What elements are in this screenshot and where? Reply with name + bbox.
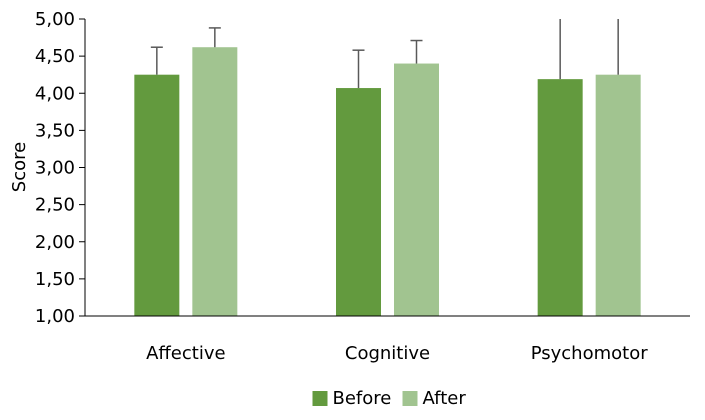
bar-after-cognitive bbox=[394, 63, 439, 316]
y-tick-label: 2,00 bbox=[35, 232, 75, 253]
legend-label-after: After bbox=[423, 388, 467, 409]
y-tick-label: 4,50 bbox=[35, 46, 75, 67]
x-tick-label: Cognitive bbox=[345, 343, 430, 364]
bar-before-cognitive bbox=[336, 88, 381, 317]
bar-before-affective bbox=[134, 74, 180, 316]
y-tick-label: 1,00 bbox=[35, 306, 75, 327]
legend: Before After bbox=[312, 388, 467, 409]
y-tick-label: 5,00 bbox=[35, 9, 75, 30]
legend-swatch-before bbox=[312, 391, 328, 406]
y-tick-label: 3,00 bbox=[35, 158, 75, 179]
bars bbox=[134, 47, 641, 317]
x-tick-label: Affective bbox=[146, 343, 225, 364]
bar-after-psychomotor bbox=[595, 74, 641, 316]
bar-after-affective bbox=[192, 47, 238, 317]
y-tick-label: 2,50 bbox=[35, 195, 75, 216]
x-axis-ticks: Affective Cognitive Psychomotor bbox=[146, 343, 648, 364]
y-axis-ticks: 1,00 1,50 2,00 2,50 3,00 3,50 4,00 4,50 5,00 bbox=[35, 9, 85, 327]
x-tick-label: Psychomotor bbox=[531, 343, 649, 364]
y-axis-title: Score bbox=[9, 142, 30, 192]
legend-swatch-after bbox=[402, 391, 418, 406]
y-axis-title-group: Score bbox=[9, 142, 30, 192]
y-tick-label: 1,50 bbox=[35, 269, 75, 290]
y-tick-label: 3,50 bbox=[35, 120, 75, 141]
legend-label-before: Before bbox=[333, 388, 392, 409]
error-bars bbox=[150, 19, 619, 89]
y-tick-label: 4,00 bbox=[35, 83, 75, 104]
bar-before-psychomotor bbox=[537, 79, 583, 316]
